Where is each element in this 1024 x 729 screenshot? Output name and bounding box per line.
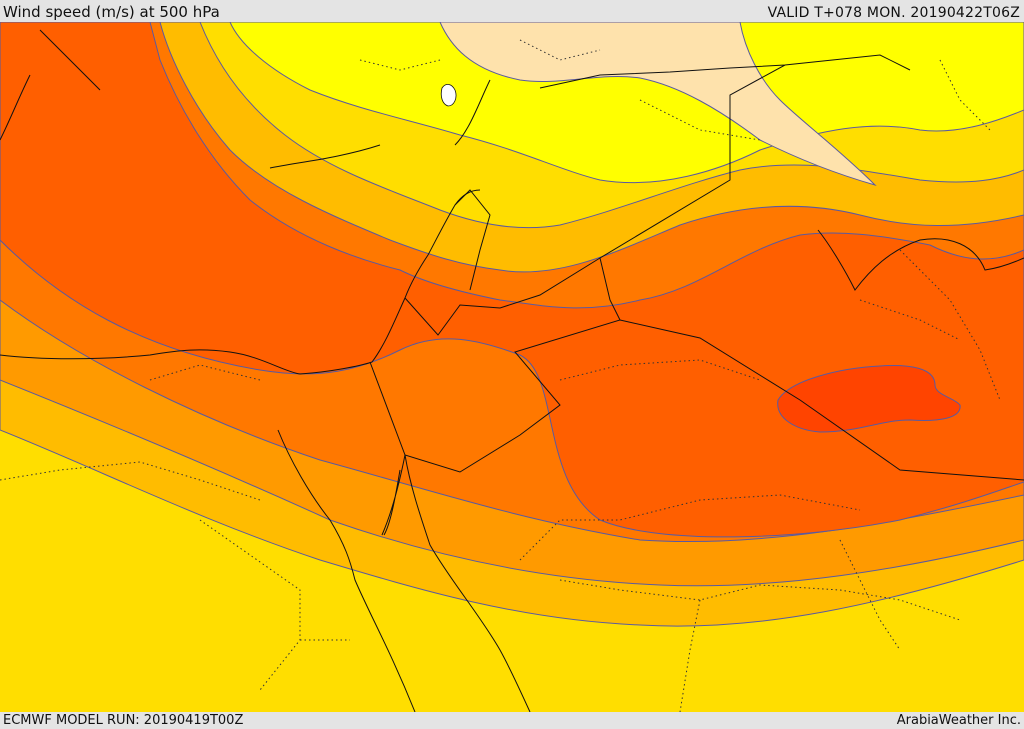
coastline-med xyxy=(0,29,481,375)
lake-patch xyxy=(440,84,457,107)
internal-borders xyxy=(0,39,1001,712)
border-lines xyxy=(369,54,1024,481)
map-footer: ECMWF MODEL RUN: 20190419T00Z ArabiaWeat… xyxy=(0,712,1024,729)
model-run-label: ECMWF MODEL RUN: 20190419T00Z xyxy=(3,713,244,728)
map-title: Wind speed (m/s) at 500 hPa xyxy=(3,3,220,21)
band-core xyxy=(777,365,961,433)
band-yellow xyxy=(229,22,1024,184)
coastline-gulf xyxy=(817,229,1024,291)
credit-label: ArabiaWeather Inc. xyxy=(896,713,1021,728)
map-header: Wind speed (m/s) at 500 hPa VALID T+078 … xyxy=(0,0,1024,22)
wind-speed-map xyxy=(0,22,1024,712)
coastline-red-sea xyxy=(381,454,531,712)
river-nile xyxy=(277,429,416,712)
valid-time: VALID T+078 MON. 20190422T06Z xyxy=(767,5,1020,21)
band-lightest xyxy=(439,22,877,187)
